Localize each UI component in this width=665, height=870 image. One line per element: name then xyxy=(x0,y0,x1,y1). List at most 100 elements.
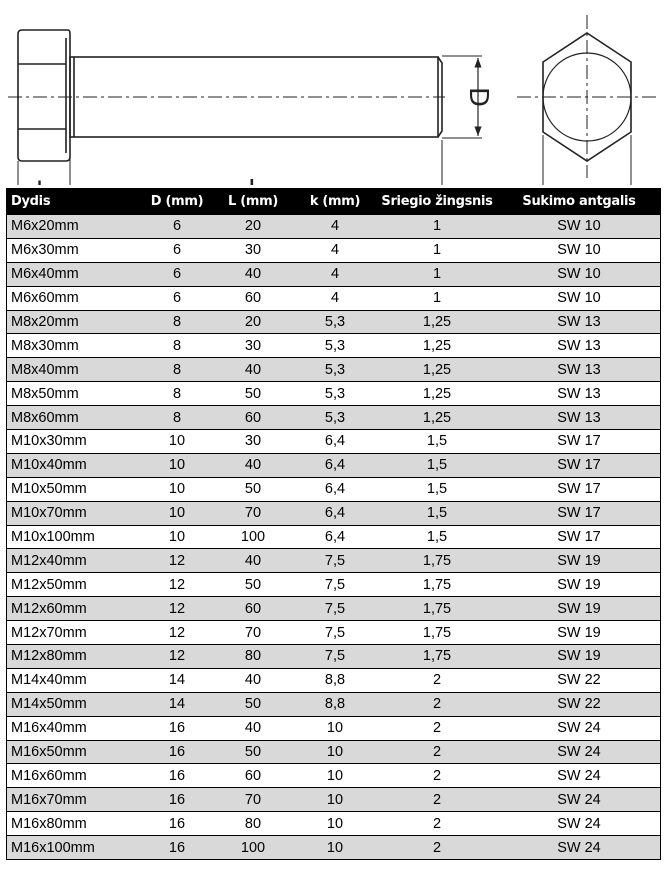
table-row: M16x40mm 16 40 10 2 SW 24 xyxy=(6,715,661,741)
table-cell: M8x60mm xyxy=(6,405,142,430)
table-cell: SW 17 xyxy=(498,429,661,454)
table-cell: 1,5 xyxy=(376,476,498,502)
table-cell: 50 xyxy=(212,691,294,717)
table-row: M10x30mm 10 30 6,4 1,5 SW 17 xyxy=(6,429,661,454)
table-cell: SW 13 xyxy=(498,405,661,430)
table-cell: 60 xyxy=(212,405,294,430)
table-cell: 50 xyxy=(212,381,294,406)
table-cell: M10x50mm xyxy=(6,476,142,502)
table-cell: SW 17 xyxy=(498,500,661,526)
table-cell: 30 xyxy=(212,333,294,358)
table-row: M10x70mm 10 70 6,4 1,5 SW 17 xyxy=(6,500,661,526)
table-cell: 12 xyxy=(142,596,212,621)
table-row: M8x40mm 8 40 5,3 1,25 SW 13 xyxy=(6,357,661,382)
table-cell: 8 xyxy=(142,309,212,334)
table-row: M6x40mm 6 40 4 1 SW 10 xyxy=(6,261,661,287)
table-row: M12x60mm 12 60 7,5 1,75 SW 19 xyxy=(6,596,661,621)
table-cell: 70 xyxy=(212,787,294,812)
table-row: M6x30mm 6 30 4 1 SW 10 xyxy=(6,237,661,263)
bolt-head-view xyxy=(517,15,657,185)
table-cell: SW 17 xyxy=(498,452,661,478)
table-cell: 1,25 xyxy=(376,309,498,334)
table-cell: 7,5 xyxy=(294,644,376,669)
bolt-side-view xyxy=(8,29,482,185)
table-row: M16x100mm 16 100 10 2 SW 24 xyxy=(6,835,661,860)
table-cell: SW 19 xyxy=(498,572,661,597)
table-cell: SW 13 xyxy=(498,333,661,358)
table-cell: SW 10 xyxy=(498,214,661,239)
table-cell: 10 xyxy=(294,835,376,860)
table-cell: 6 xyxy=(142,237,212,263)
table-cell: 5,3 xyxy=(294,309,376,334)
table-cell: M16x40mm xyxy=(6,715,142,741)
table-cell: M12x40mm xyxy=(6,548,142,573)
table-cell: 40 xyxy=(212,715,294,741)
table-cell: SW 10 xyxy=(498,261,661,287)
k-label: k xyxy=(36,177,51,185)
table-cell: 16 xyxy=(142,763,212,788)
table-cell: SW 22 xyxy=(498,691,661,717)
table-cell: 10 xyxy=(142,452,212,478)
table-cell: 12 xyxy=(142,572,212,597)
D-label: D xyxy=(463,87,493,107)
table-cell: M10x70mm xyxy=(6,500,142,526)
table-cell: 1,5 xyxy=(376,500,498,526)
table-cell: M8x20mm xyxy=(6,309,142,334)
column-header: k (mm) xyxy=(294,188,376,215)
table-cell: 6,4 xyxy=(294,500,376,526)
table-cell: 5,3 xyxy=(294,333,376,358)
table-cell: 8 xyxy=(142,333,212,358)
table-cell: 10 xyxy=(294,715,376,741)
table-cell: 4 xyxy=(294,237,376,263)
table-cell: 10 xyxy=(294,811,376,836)
table-cell: 50 xyxy=(212,739,294,764)
table-row: M8x20mm 8 20 5,3 1,25 SW 13 xyxy=(6,309,661,334)
table-cell: 4 xyxy=(294,214,376,239)
table-cell: M14x40mm xyxy=(6,667,142,693)
table-row: M12x40mm 12 40 7,5 1,75 SW 19 xyxy=(6,548,661,573)
table-cell: 2 xyxy=(376,715,498,741)
table-cell: 5,3 xyxy=(294,405,376,430)
table-cell: M16x80mm xyxy=(6,811,142,836)
table-cell: SW 13 xyxy=(498,357,661,382)
table-cell: 14 xyxy=(142,667,212,693)
table-cell: 8,8 xyxy=(294,691,376,717)
table-cell: SW 19 xyxy=(498,644,661,669)
table-cell: M8x50mm xyxy=(6,381,142,406)
table-cell: 4 xyxy=(294,285,376,311)
table-cell: 16 xyxy=(142,811,212,836)
column-header: Sukimo antgalis xyxy=(498,188,661,215)
table-cell: SW 24 xyxy=(498,835,661,860)
table-header-row: Dydis D (mm) L (mm) k (mm) Sriegio žingsnis S… xyxy=(6,188,661,215)
table-row: M10x100mm 10 100 6,4 1,5 SW 17 xyxy=(6,524,661,549)
column-header: Sriegio žingsnis xyxy=(376,188,498,215)
table-cell: 6 xyxy=(142,261,212,287)
table-cell: M6x40mm xyxy=(6,261,142,287)
table-cell: M10x40mm xyxy=(6,452,142,478)
table-row: M16x80mm 16 80 10 2 SW 24 xyxy=(6,811,661,836)
table-cell: SW 19 xyxy=(498,548,661,573)
table-cell: 40 xyxy=(212,452,294,478)
table-cell: 2 xyxy=(376,763,498,788)
table-cell: 6,4 xyxy=(294,524,376,549)
table-cell: 70 xyxy=(212,620,294,645)
table-cell: 1,75 xyxy=(376,596,498,621)
table-cell: 2 xyxy=(376,667,498,693)
table-cell: 10 xyxy=(294,739,376,764)
table-row: M8x60mm 8 60 5,3 1,25 SW 13 xyxy=(6,405,661,430)
table-cell: 50 xyxy=(212,476,294,502)
table-cell: 1,25 xyxy=(376,357,498,382)
table-row: M8x50mm 8 50 5,3 1,25 SW 13 xyxy=(6,381,661,406)
table-cell: 1,75 xyxy=(376,572,498,597)
table-cell: 1 xyxy=(376,261,498,287)
table-cell: M12x70mm xyxy=(6,620,142,645)
table-cell: SW 24 xyxy=(498,787,661,812)
table-cell: 12 xyxy=(142,548,212,573)
table-cell: M6x20mm xyxy=(6,214,142,239)
table-row: M12x70mm 12 70 7,5 1,75 SW 19 xyxy=(6,620,661,645)
table-cell: 12 xyxy=(142,620,212,645)
table-cell: SW 24 xyxy=(498,763,661,788)
table-cell: M16x60mm xyxy=(6,763,142,788)
table-cell: 7,5 xyxy=(294,548,376,573)
table-cell: 10 xyxy=(294,763,376,788)
